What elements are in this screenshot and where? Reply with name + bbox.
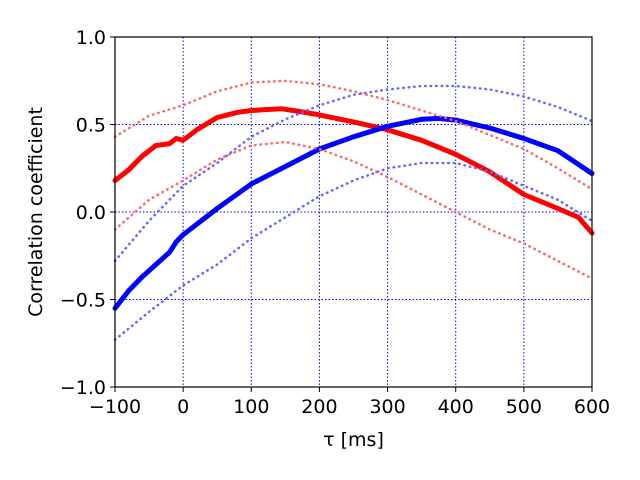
x-tick-label: 100 [233,396,269,418]
x-tick-label: 600 [574,396,610,418]
y-tick-label: 0.0 [76,202,106,224]
x-tick-label: 300 [369,396,405,418]
x-tick-label: 200 [301,396,337,418]
ticks: −100 0 100 200 300 400 500 600 −1.0 −0.5 0.0 0.5 1.0 [60,27,610,418]
series-line-5 [113,161,594,342]
y-tick-label: −0.5 [60,290,106,312]
series-line-1 [112,115,595,311]
y-tick-label: 0.5 [76,115,106,137]
series-line-4 [113,84,594,263]
y-axis-label: Correlation coefficient [25,107,47,317]
x-tick-label: 0 [177,396,189,418]
y-tick-label: 1.0 [76,27,106,49]
x-tick-label: 500 [506,396,542,418]
x-tick-label: −100 [89,396,141,418]
y-tick-label: −1.0 [60,377,106,399]
series-layer [112,79,595,342]
series-line-0 [112,106,595,236]
x-tick-label: 400 [438,396,474,418]
series-line-2 [113,79,594,191]
x-axis-label: τ [ms] [323,429,384,451]
